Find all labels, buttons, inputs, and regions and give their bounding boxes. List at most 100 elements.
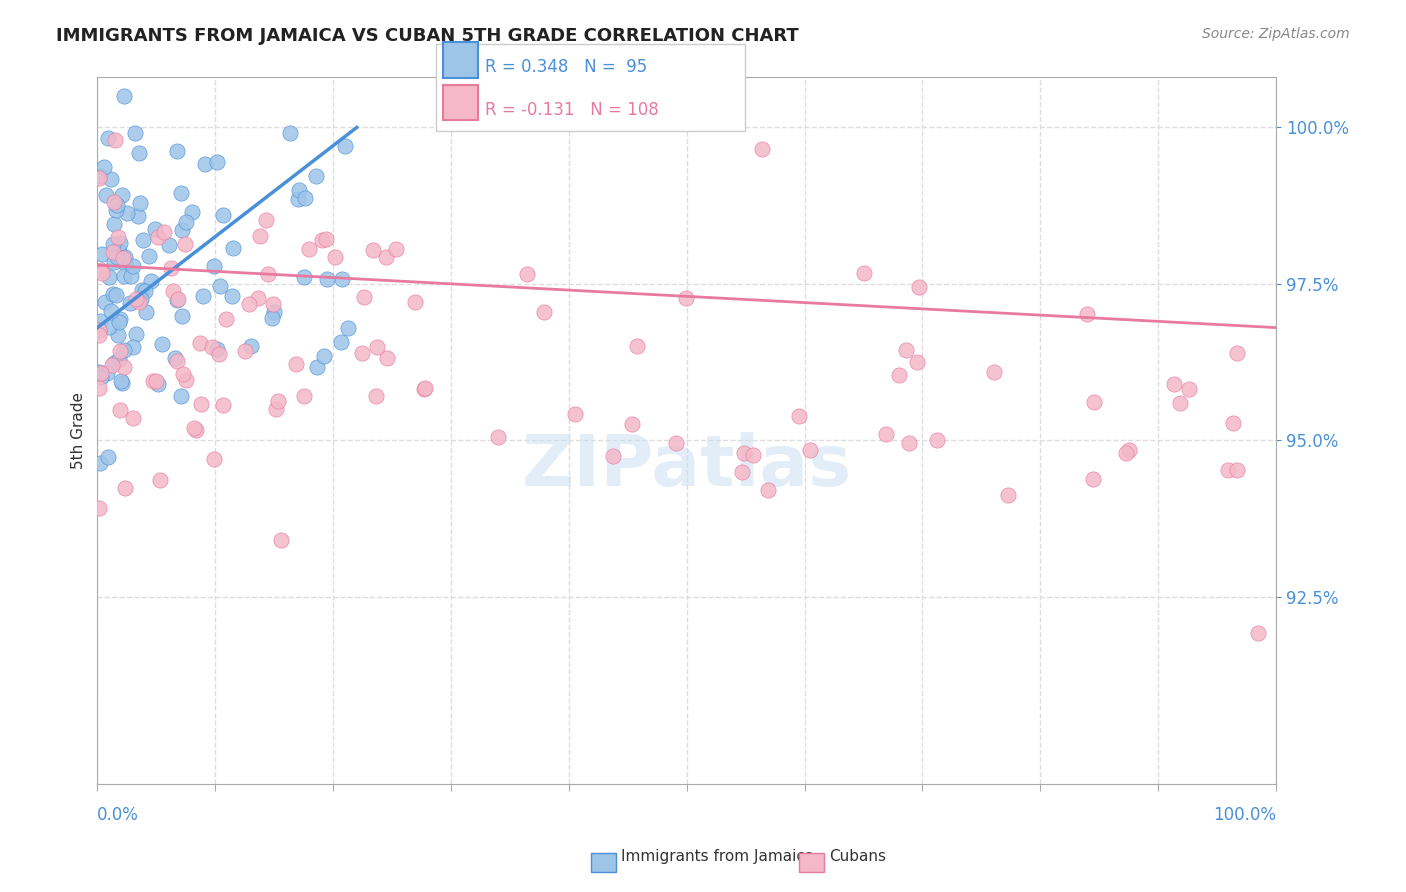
- Text: R = -0.131   N = 108: R = -0.131 N = 108: [485, 101, 659, 119]
- Point: [124, 126, 146, 140]
- Point: [103, 255, 125, 269]
- Point: [104, 133, 127, 147]
- Point: [361, 244, 384, 258]
- Point: [87, 327, 110, 342]
- Point: [167, 293, 190, 307]
- Point: [731, 465, 754, 479]
- Point: [285, 357, 308, 371]
- Point: [208, 279, 231, 293]
- Point: [98, 269, 121, 284]
- Point: [90, 366, 112, 380]
- Point: [516, 267, 538, 281]
- Point: [278, 126, 301, 140]
- Point: [146, 230, 169, 244]
- Point: [105, 251, 128, 265]
- Point: [103, 244, 125, 259]
- Point: [533, 305, 555, 319]
- Point: [143, 222, 166, 236]
- Point: [114, 250, 136, 264]
- Point: [1222, 416, 1244, 430]
- Point: [756, 483, 779, 497]
- Point: [117, 205, 139, 219]
- Point: [108, 403, 131, 417]
- Point: [184, 423, 207, 437]
- Point: [412, 382, 434, 396]
- Point: [118, 296, 141, 310]
- Point: [602, 449, 624, 463]
- Point: [201, 339, 224, 353]
- Point: [166, 144, 188, 158]
- Point: [89, 456, 111, 470]
- Point: [183, 420, 205, 434]
- Point: [413, 380, 436, 394]
- Point: [249, 229, 271, 244]
- Point: [1163, 376, 1185, 391]
- Point: [110, 375, 132, 389]
- Point: [120, 269, 142, 284]
- Point: [294, 389, 316, 403]
- Point: [263, 305, 285, 319]
- Point: [288, 183, 311, 197]
- Point: [384, 243, 406, 257]
- Point: [174, 373, 197, 387]
- Point: [170, 186, 193, 200]
- Point: [107, 244, 129, 258]
- Point: [128, 294, 150, 309]
- Point: [364, 388, 387, 402]
- Point: [620, 417, 643, 431]
- Point: [1216, 463, 1239, 477]
- Point: [90, 263, 112, 277]
- Point: [887, 368, 910, 382]
- Point: [264, 402, 287, 417]
- Point: [307, 359, 329, 374]
- Point: [110, 344, 132, 359]
- Point: [157, 238, 180, 252]
- Point: [202, 452, 225, 467]
- Point: [894, 343, 917, 357]
- Point: [142, 374, 165, 388]
- Point: [89, 314, 111, 328]
- Point: [174, 236, 197, 251]
- Point: [166, 353, 188, 368]
- Point: [172, 309, 194, 323]
- Point: [96, 366, 118, 380]
- Point: [114, 256, 136, 270]
- Point: [1226, 346, 1249, 360]
- Text: Cubans: Cubans: [830, 849, 887, 864]
- Point: [122, 339, 145, 353]
- Point: [1076, 308, 1098, 322]
- Point: [1083, 394, 1105, 409]
- Point: [87, 365, 110, 379]
- Point: [316, 272, 339, 286]
- Y-axis label: 5th Grade: 5th Grade: [72, 392, 86, 469]
- Point: [240, 339, 263, 353]
- Point: [983, 365, 1005, 379]
- Point: [170, 389, 193, 403]
- Point: [799, 442, 821, 457]
- Point: [488, 430, 510, 444]
- Point: [107, 315, 129, 329]
- Point: [107, 230, 129, 244]
- Point: [202, 259, 225, 273]
- Point: [138, 249, 160, 263]
- Point: [112, 343, 135, 358]
- Point: [122, 410, 145, 425]
- Point: [375, 351, 398, 365]
- Point: [110, 235, 132, 250]
- Point: [366, 340, 388, 354]
- Point: [925, 433, 948, 447]
- Text: 0.0%: 0.0%: [97, 806, 139, 824]
- Point: [103, 195, 125, 210]
- Point: [353, 290, 375, 304]
- Point: [89, 501, 111, 516]
- Point: [208, 347, 231, 361]
- Point: [176, 215, 198, 229]
- Point: [127, 209, 149, 223]
- Point: [149, 473, 172, 487]
- Point: [131, 283, 153, 297]
- Point: [333, 139, 356, 153]
- Point: [172, 367, 194, 381]
- Point: [270, 533, 292, 547]
- Point: [292, 269, 315, 284]
- Point: [145, 374, 167, 388]
